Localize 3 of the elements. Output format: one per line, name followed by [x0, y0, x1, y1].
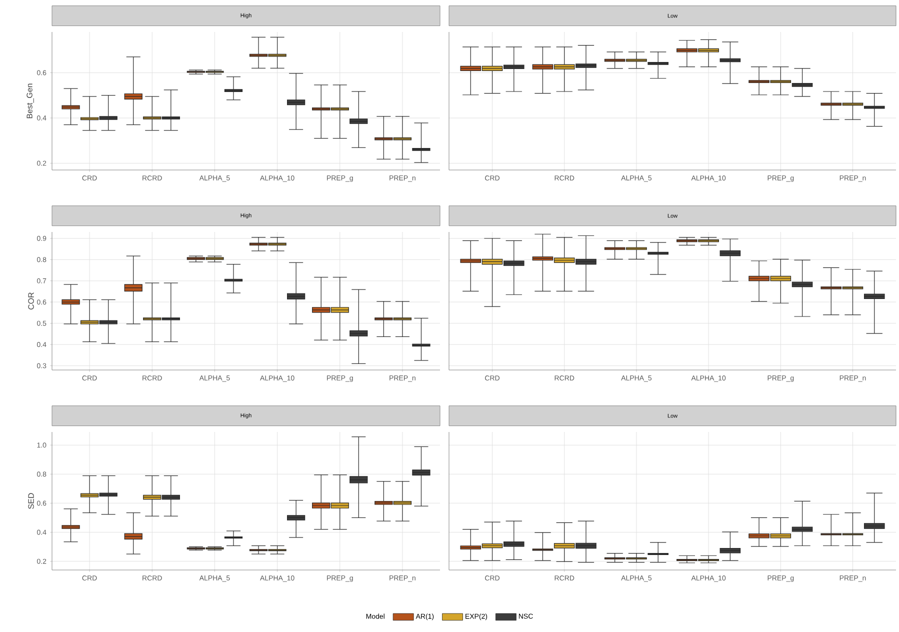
y-axis-title: COR	[28, 292, 34, 310]
y-axis-title: Best_Gen	[26, 84, 34, 118]
y-axis-title: SED	[28, 493, 34, 509]
